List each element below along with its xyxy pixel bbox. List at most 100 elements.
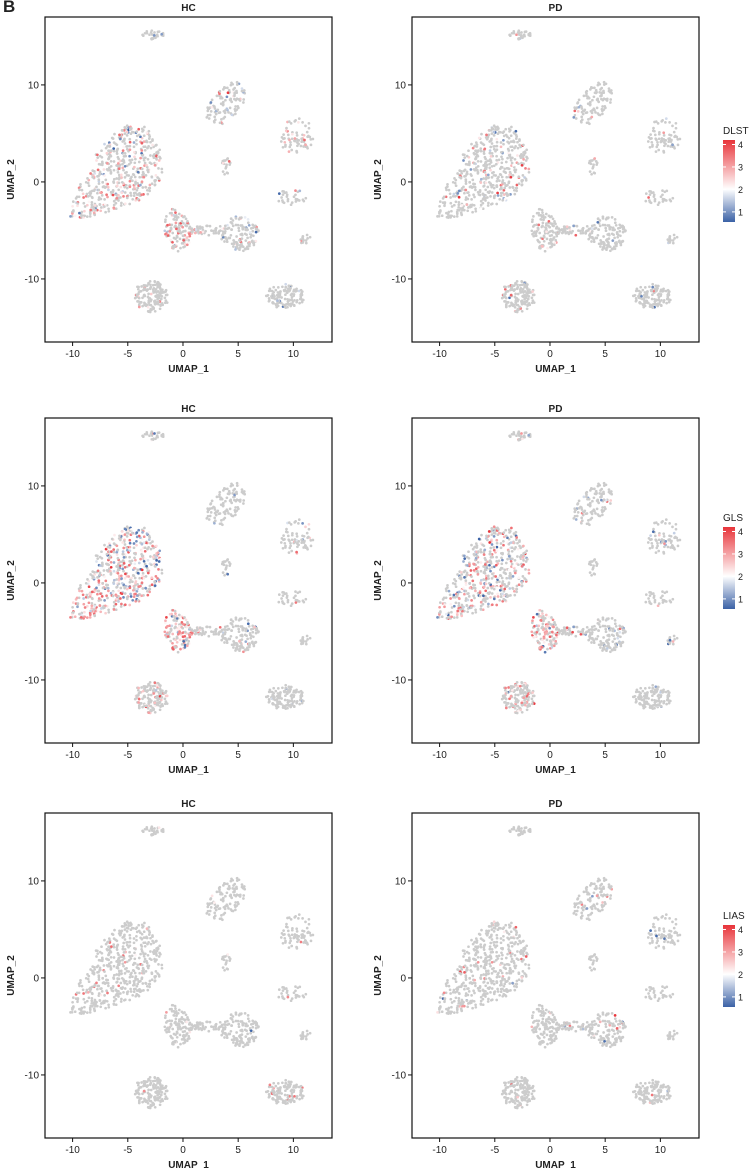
cell-point: [500, 155, 503, 158]
cell-point: [541, 209, 544, 212]
cell-point: [593, 157, 596, 160]
cell-point: [148, 135, 151, 138]
cell-point: [296, 144, 299, 147]
cell-point: [514, 310, 517, 313]
cell-point: [501, 181, 504, 184]
cell-point: [549, 239, 552, 242]
cell-point: [302, 642, 305, 645]
cell-point: [124, 577, 127, 580]
cell-point: [165, 215, 168, 218]
cell-point: [112, 582, 115, 585]
cell-point: [186, 243, 189, 246]
cell-point: [282, 193, 285, 196]
cell-point: [104, 580, 107, 583]
cell-point: [456, 215, 459, 218]
cell-point: [450, 611, 453, 614]
cell-point: [115, 197, 118, 200]
cell-point: [503, 167, 506, 170]
cell-point: [488, 166, 491, 169]
cell-point: [275, 704, 278, 707]
cell-point: [491, 132, 494, 135]
cell-point: [143, 294, 146, 297]
cell-point: [269, 288, 272, 291]
cell-point: [86, 215, 89, 218]
cell-point: [474, 186, 477, 189]
cell-point: [133, 186, 136, 189]
cell-point: [96, 576, 99, 579]
cell-point: [574, 234, 577, 237]
cell-point: [222, 489, 225, 492]
cell-point: [593, 95, 596, 98]
cell-point: [287, 601, 290, 604]
cell-point: [609, 98, 612, 101]
cell-point: [143, 304, 146, 307]
cell-point: [177, 627, 180, 630]
cell-point: [603, 498, 606, 501]
cell-point: [247, 221, 250, 224]
cell-point: [213, 517, 216, 520]
cell-point: [500, 145, 503, 148]
cell-point: [515, 190, 518, 193]
cell-point: [99, 191, 102, 194]
cell-point: [137, 689, 140, 692]
cell-point: [186, 220, 189, 223]
cell-point: [510, 541, 513, 544]
cell-point: [226, 496, 229, 499]
cell-point: [100, 149, 103, 152]
cell-point: [256, 629, 259, 632]
cell-point: [494, 174, 497, 177]
cell-point: [236, 498, 239, 501]
cell-point: [644, 286, 647, 289]
cell-point: [113, 570, 116, 573]
cell-point: [182, 222, 185, 225]
cell-point: [602, 235, 605, 238]
cell-point: [489, 146, 492, 149]
cell-point: [580, 517, 583, 520]
cell-point: [441, 214, 444, 217]
cell-point: [493, 197, 496, 200]
cell-point: [154, 681, 157, 684]
cell-point: [124, 127, 127, 130]
cell-point: [500, 161, 503, 164]
cell-point: [181, 242, 184, 245]
cell-point: [151, 545, 154, 548]
cell-point: [526, 307, 529, 310]
cell-point: [103, 143, 106, 146]
cell-point: [308, 528, 311, 531]
cell-point: [495, 203, 498, 206]
cell-point: [103, 205, 106, 208]
cell-point: [593, 172, 596, 175]
cell-point: [170, 224, 173, 227]
cell-point: [480, 579, 483, 582]
cell-point: [295, 702, 298, 705]
cell-point: [124, 202, 127, 205]
cell-point: [229, 221, 232, 224]
cell-point: [248, 625, 251, 628]
cell-point: [667, 145, 670, 148]
cell-point: [498, 158, 501, 161]
cell-point: [571, 230, 574, 233]
cell-point: [484, 600, 487, 603]
cell-point: [137, 572, 140, 575]
cell-point: [661, 140, 664, 143]
cell-point: [460, 571, 463, 574]
cell-point: [154, 180, 157, 183]
cell-point: [89, 192, 92, 195]
cell-point: [486, 587, 489, 590]
cell-point: [470, 569, 473, 572]
cell-point: [161, 295, 164, 298]
cell-point: [569, 231, 572, 234]
cell-point: [671, 526, 674, 529]
x-tick-label: 5: [235, 750, 241, 761]
cell-point: [232, 626, 235, 629]
cell-point: [596, 499, 599, 502]
cell-point: [497, 194, 500, 197]
cell-point: [304, 545, 307, 548]
cell-point: [112, 147, 115, 150]
cell-point: [293, 700, 296, 703]
cell-point: [110, 573, 113, 576]
cell-point: [284, 283, 287, 286]
cell-point: [478, 538, 481, 541]
cell-point: [521, 180, 524, 183]
cell-point: [224, 500, 227, 503]
